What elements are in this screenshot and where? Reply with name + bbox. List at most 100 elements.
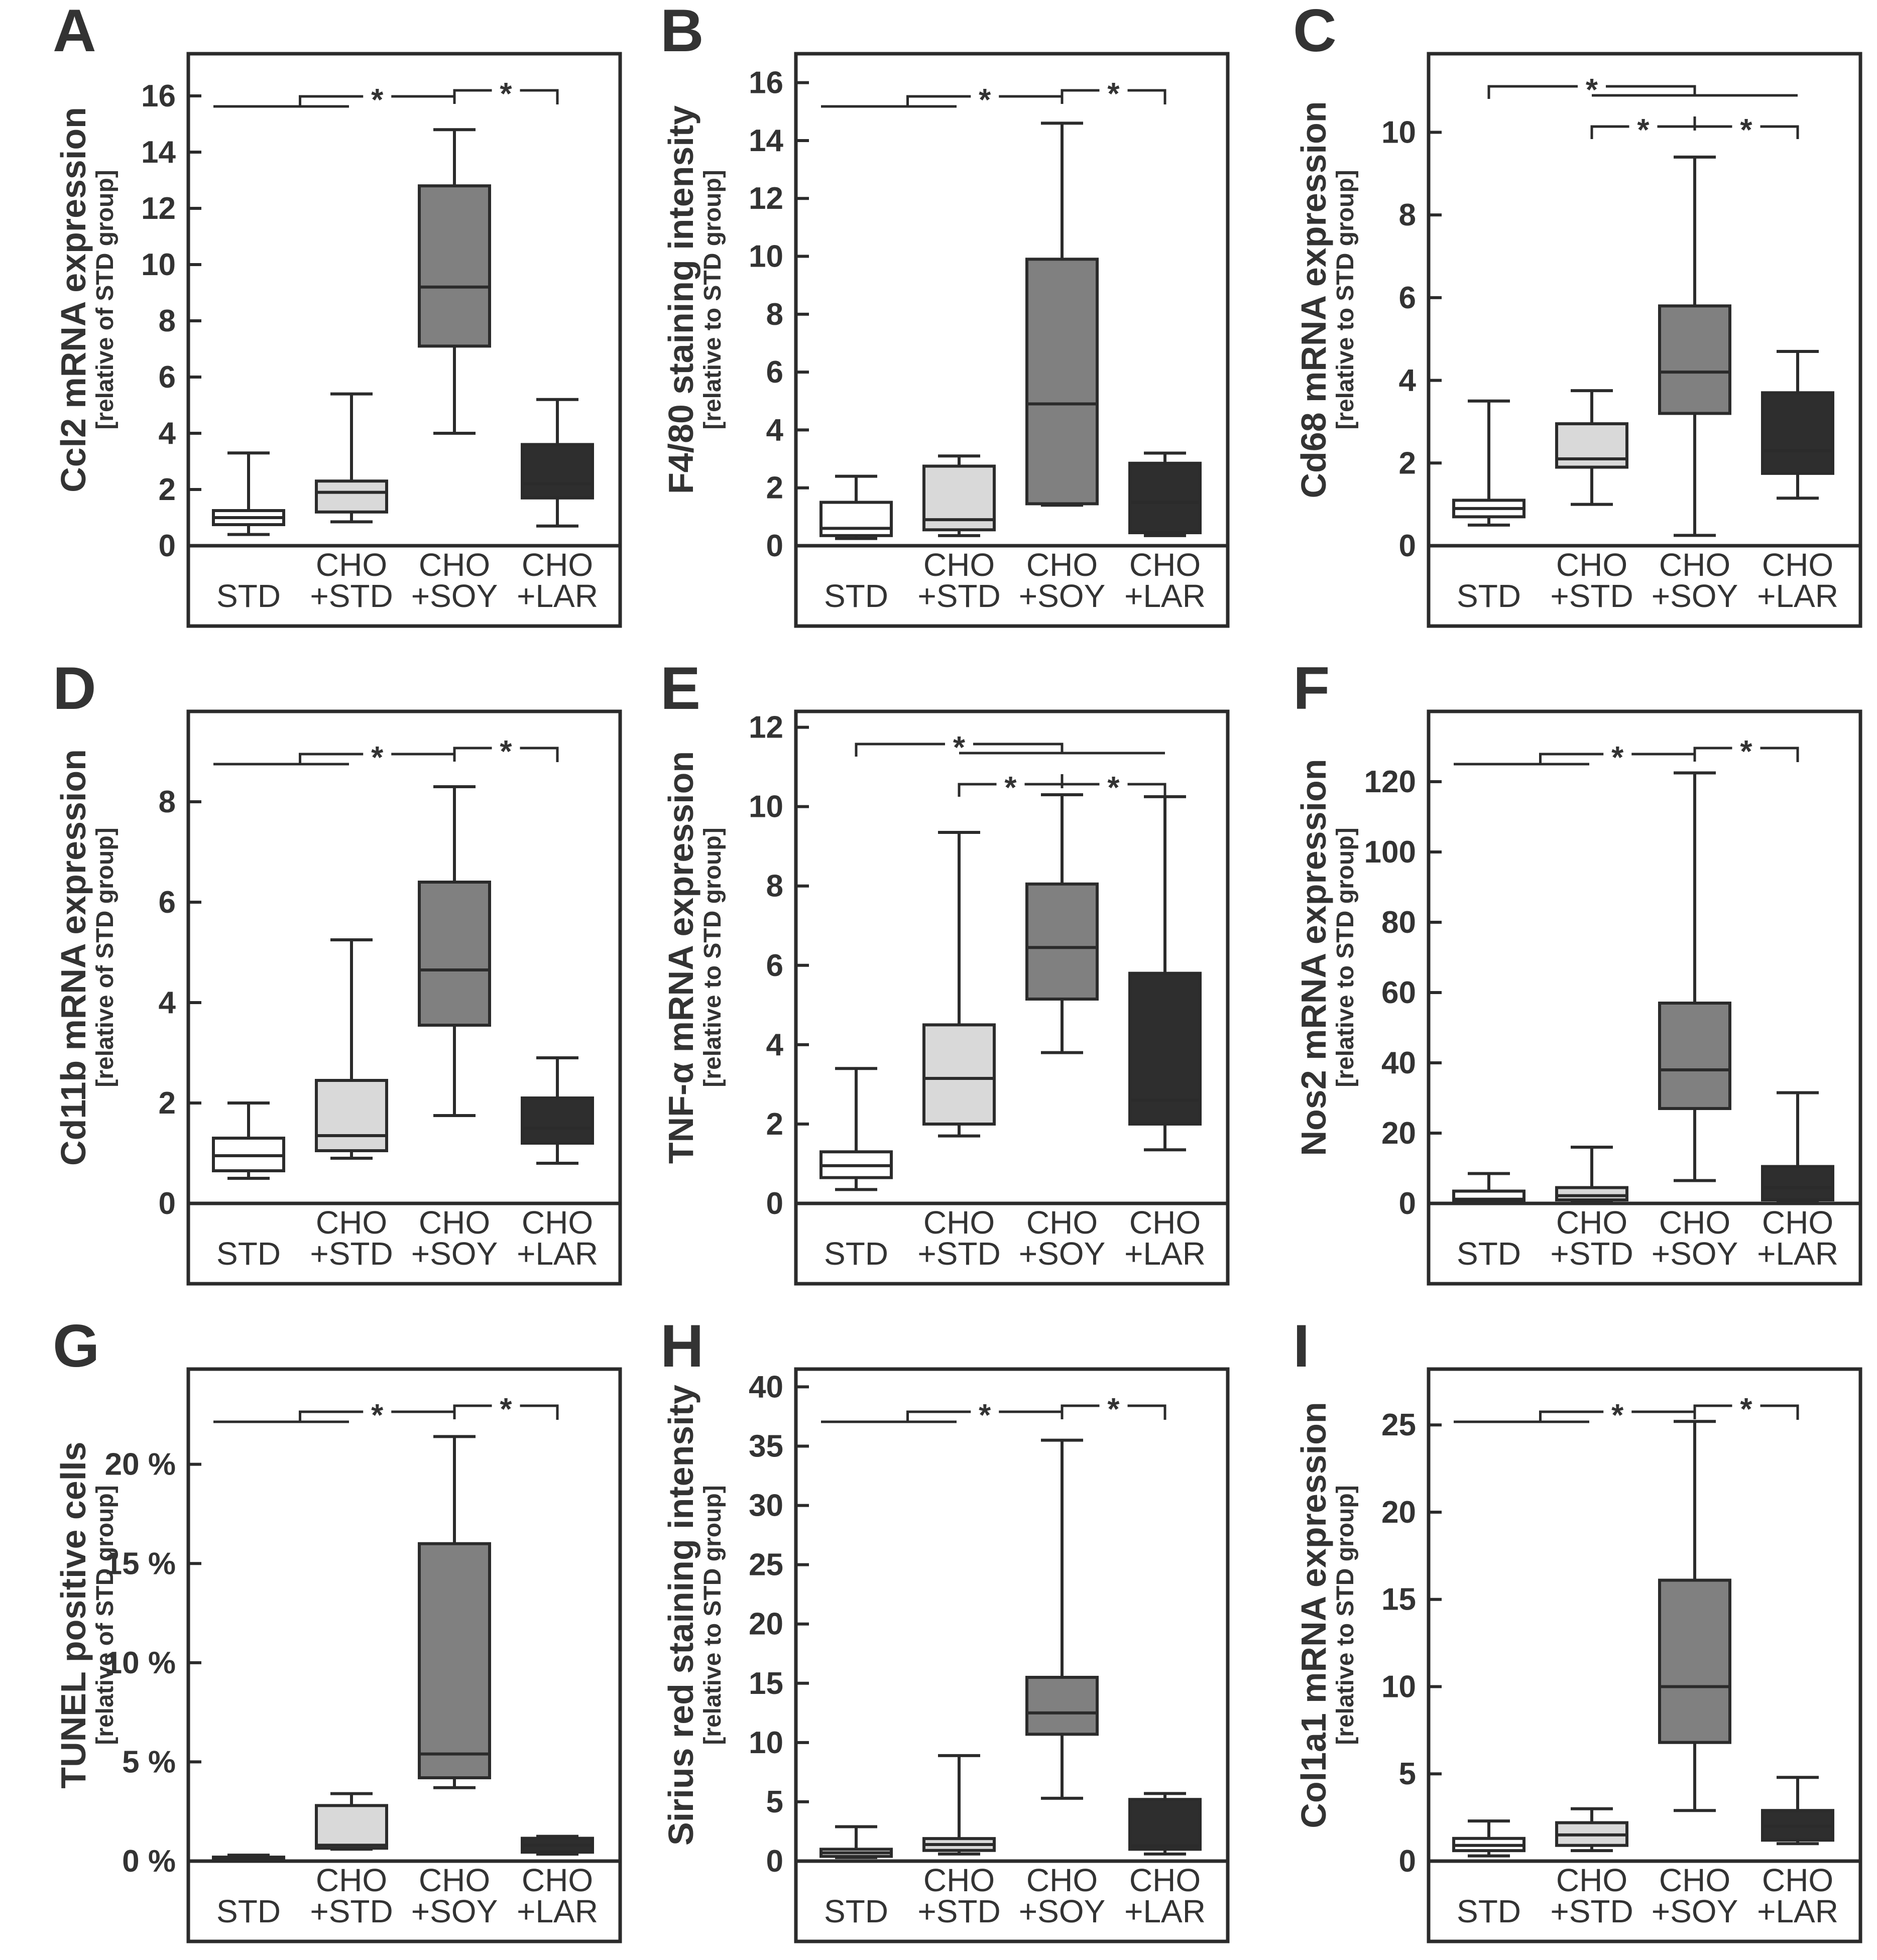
box-iqr: [315, 1804, 388, 1850]
significance-star: *: [1611, 1398, 1624, 1433]
y-axis-title: TUNEL positive cells: [54, 1441, 93, 1788]
box-iqr: [1658, 304, 1731, 415]
category-label-line1: CHO: [316, 1862, 387, 1898]
box-cho-lar: [521, 398, 594, 528]
y-axis-subtitle: [relative of STD group]: [92, 170, 119, 429]
box-cho-std: [1555, 389, 1628, 506]
plot-frame: [186, 709, 622, 1286]
category-label-line1: CHO: [1762, 1204, 1833, 1241]
box-iqr: [521, 443, 594, 500]
significance-star: *: [371, 1398, 384, 1433]
y-tick-label: 14: [749, 124, 783, 158]
significance-brackets: * *: [213, 77, 559, 117]
y-tick-label: 2: [159, 1086, 176, 1121]
y-tick-label: 0: [1399, 1844, 1416, 1879]
panel-g: G TUNEL positive cells[relative of STD gr…: [53, 1312, 622, 1943]
star-mask: [1099, 1393, 1128, 1413]
significance-star: *: [1740, 734, 1752, 769]
box-std: [1452, 1819, 1526, 1858]
box-cho-soy: [1658, 771, 1731, 1182]
category-label-line2: +SOY: [1652, 1893, 1738, 1929]
box-iqr: [1658, 1578, 1731, 1744]
significance-star: *: [1740, 1392, 1752, 1427]
panel-letter: A: [53, 0, 96, 64]
box-cho-std: [922, 1754, 996, 1856]
category-label: STD: [216, 578, 281, 614]
box-cho-std: [315, 392, 388, 524]
panel-b: B F4/80 staining intensity[relative to ST…: [660, 0, 1230, 628]
category-label-line1: CHO: [1026, 547, 1098, 583]
y-tick-label: 16: [749, 66, 783, 100]
box-iqr: [418, 184, 491, 348]
y-axis-title: TNF-α mRNA expression: [661, 751, 700, 1164]
category-label-line1: CHO: [1659, 547, 1730, 583]
y-tick-label: 20: [1381, 1116, 1416, 1151]
y-axis-subtitle: [relative of STD group]: [92, 827, 119, 1087]
category-label: STD: [216, 1893, 281, 1929]
star-mask: [1603, 1399, 1632, 1419]
y-tick-label: 0: [766, 1844, 783, 1879]
box-cho-lar: [1761, 349, 1834, 500]
panel-c: C Cd68 mRNA expression[relative to STD gr…: [1293, 0, 1862, 628]
y-axis-title: Ccl2 mRNA expression: [54, 107, 93, 493]
category-label-line2: +LAR: [1124, 1893, 1206, 1929]
panel-letter: I: [1293, 1312, 1310, 1380]
significance-brackets: * *: [1454, 1392, 1799, 1433]
y-tick-label: 4: [766, 1028, 784, 1062]
category-label-line1: CHO: [1556, 1204, 1627, 1241]
star-mask: [363, 1399, 392, 1419]
y-tick-label: 4: [1399, 363, 1417, 398]
box-cho-lar: [1128, 795, 1202, 1152]
category-label-line1: CHO: [419, 1204, 490, 1241]
box-cho-soy: [1025, 121, 1099, 507]
star-mask: [1099, 772, 1128, 791]
category-label-line2: +LAR: [517, 578, 598, 614]
y-tick-label: 6: [766, 355, 783, 390]
box-iqr: [1025, 882, 1099, 1001]
category-label-line1: CHO: [1129, 1862, 1201, 1898]
y-tick-label: 12: [141, 191, 176, 226]
box-iqr: [1555, 1186, 1628, 1201]
box-iqr: [1658, 1002, 1731, 1110]
star-mask: [971, 1399, 999, 1419]
box-cho-soy: [418, 1435, 491, 1789]
category-label-line2: +SOY: [411, 1236, 498, 1272]
category-label-line2: +STD: [917, 578, 1000, 614]
star-mask: [492, 1393, 520, 1413]
bracket-line: [906, 95, 1062, 106]
category-label-line1: CHO: [1659, 1204, 1730, 1241]
y-tick-label: 0: [766, 1186, 783, 1221]
y-axis-subtitle: [relative to STD group]: [1332, 1485, 1359, 1745]
y-tick-label: 2: [766, 471, 783, 506]
y-tick-label: 2: [1399, 446, 1416, 480]
significance-star: *: [953, 730, 966, 765]
category-label-line2: +SOY: [1019, 1236, 1106, 1272]
y-tick-label: 20 %: [105, 1447, 176, 1482]
category-label-line2: +LAR: [517, 1893, 598, 1929]
y-tick-label: 6: [159, 885, 176, 920]
panel-letter: H: [660, 1312, 704, 1380]
star-mask: [492, 77, 520, 97]
significance-star: *: [500, 734, 512, 769]
y-tick-label: 12: [749, 181, 783, 216]
y-tick-label: 2: [766, 1107, 783, 1142]
plot-frame: [1427, 52, 1862, 628]
bracket-line: [1539, 753, 1695, 764]
category-label-line2: +STD: [917, 1893, 1000, 1929]
star-mask: [492, 735, 520, 755]
box-iqr: [521, 1096, 594, 1145]
y-axis-title: F4/80 staining intensity: [661, 105, 700, 494]
plot-frame: [794, 52, 1230, 628]
category-label: STD: [1457, 578, 1521, 614]
y-tick-label: 4: [159, 986, 176, 1020]
y-tick-label: 10: [749, 239, 783, 274]
star-mask: [1732, 1393, 1761, 1413]
y-tick-label: 5 %: [122, 1745, 176, 1779]
panel-f: F Nos2 mRNA expression[relative to STD gr…: [1293, 655, 1862, 1286]
y-axis-subtitle: [relative to STD group]: [1332, 170, 1359, 429]
significance-brackets: * *: [213, 1392, 559, 1433]
y-tick-label: 16: [141, 79, 176, 113]
panel-letter: C: [1293, 0, 1337, 64]
significance-brackets: * * *: [1487, 73, 1799, 148]
significance-star: *: [1586, 73, 1598, 107]
